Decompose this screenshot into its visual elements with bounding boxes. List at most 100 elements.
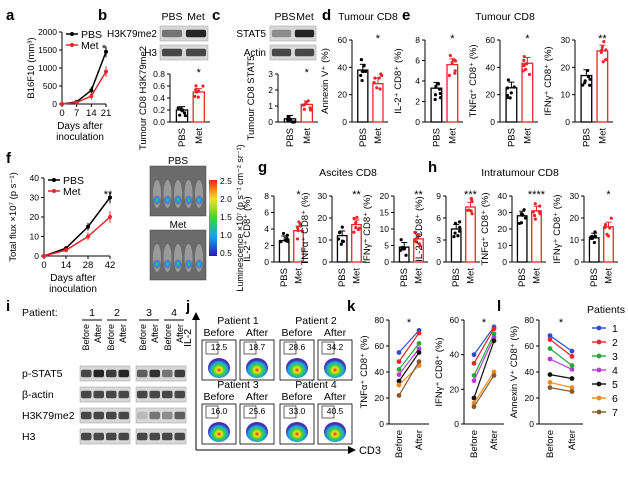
blot-column-label: Met [187, 11, 205, 23]
patient-label: Patient: [22, 307, 58, 319]
pair-line [549, 374, 573, 380]
blot-h3-band [161, 48, 183, 57]
blot-row-a-band [81, 411, 92, 420]
y-axis-label: IL-2⁺ CD8⁺ (%) [242, 196, 253, 261]
panel-f-images: PBS Met 2.5 2.0 1.5 1.0 0.5 Luminescence ×10⁷ (… [149, 144, 245, 292]
flow-density [208, 422, 230, 442]
blot-row-b-band [137, 432, 148, 441]
data-point [592, 240, 596, 245]
pair-point-after [491, 334, 497, 340]
y-axis-label: TNFα⁺ CD8⁺ (%) [359, 335, 370, 408]
pair-point-before [471, 404, 477, 410]
flow-column-label: Before [282, 327, 313, 339]
data-point [590, 234, 594, 239]
y-tick-label: 10 [318, 235, 328, 245]
data-point [456, 234, 460, 238]
blot-row-a-band [118, 369, 129, 378]
legend-label: Met [81, 40, 99, 52]
y-tick-label: 30 [318, 191, 328, 201]
x-tick-label: Met [373, 128, 384, 144]
pair-point-before [547, 337, 553, 342]
panel-l-legend: Patients 1 2 3 4 5 6 7 [587, 304, 625, 419]
data-point [196, 95, 200, 99]
x-tick-label: 7 [74, 108, 79, 119]
data-point [605, 232, 609, 237]
panel-b-bars: 0.0 0.2 0.4 0.6 0.8 PBS Met * Tumour CD8 H3K79me… [138, 46, 210, 150]
y-axis-label: IL-2⁺ CD8⁺ (%) [414, 196, 425, 261]
y-axis-label: IFNγ⁺ CD8⁺ (%) [543, 46, 554, 115]
blot-row-label: H3K79me2 [22, 410, 75, 422]
blot-row-a-background [79, 428, 131, 445]
pair-point-after [491, 331, 497, 337]
data-point [399, 238, 403, 242]
y-tick-label: 500 [43, 81, 57, 91]
data-point [522, 54, 526, 59]
y-tick-label: 4 [264, 224, 269, 234]
data-point [281, 231, 286, 236]
legend-label: Met [63, 186, 81, 198]
x-tick-label: PBS [431, 128, 442, 147]
legend-marker [596, 353, 602, 359]
data-point [285, 236, 289, 240]
data-point [437, 87, 442, 91]
panel-e-title: Tumour CD8 [475, 11, 535, 23]
x-tick-label: Met [351, 268, 362, 284]
y-tick-label: 9 [436, 191, 441, 201]
blot-column-label: After [118, 324, 128, 343]
y-axis-label: IL-2⁺ CD8⁺ (%) [393, 48, 404, 113]
data-point [298, 221, 302, 226]
blot-row-a-band [93, 390, 104, 399]
x-tick-label: Met [413, 268, 424, 284]
pair-point-before [547, 385, 553, 390]
blot-row-label: β-actin [22, 389, 54, 401]
data-point [372, 80, 376, 85]
panel-h-sub-3: 0 10 20 30 PBS Met * IFNγ⁺ CD8⁺ (%) [552, 189, 618, 287]
blot-row-b-band [162, 411, 173, 420]
data-point [360, 78, 364, 83]
panel-g-sub-3: 0 5 10 15 20 PBS Met ** IFNγ⁺ CD8⁺ (%) [362, 189, 428, 287]
y-tick-label: 0 [529, 419, 534, 429]
data-point [509, 91, 513, 95]
data-point [453, 69, 457, 73]
panel-label-a: a [6, 7, 15, 24]
data-point [340, 225, 344, 229]
blot-h3k79me2-band [161, 29, 183, 38]
pair-point-before [547, 333, 553, 338]
panel-label-g: g [258, 159, 267, 176]
tumor-signal [163, 259, 172, 269]
blot-row-label: p-STAT5 [22, 368, 63, 380]
patient-number: 3 [146, 307, 152, 319]
bar-pbs [278, 239, 290, 263]
data-point [458, 225, 462, 229]
x-tick-label: After [489, 430, 500, 450]
colorbar-tick: 0.5 [220, 248, 232, 258]
pair-line [398, 352, 420, 382]
pair-line [549, 335, 573, 352]
y-tick-label: 8 [415, 35, 420, 45]
significance-mark: ** [414, 189, 423, 201]
blot-row-b-band [174, 411, 185, 420]
y-tick-label: 30 [498, 208, 508, 218]
legend-marker [70, 43, 74, 47]
data-point [508, 96, 512, 100]
flow-gate [283, 341, 297, 355]
flow-column-label: After [246, 391, 269, 403]
data-point [450, 60, 454, 65]
y-tick-label: 40 [30, 173, 40, 183]
colorbar-tick: 1.0 [220, 230, 232, 240]
data-point [201, 84, 205, 88]
y-tick-label: 5 [384, 241, 389, 251]
blot-actin-band [271, 48, 292, 57]
x-tick-label: PBS [451, 268, 462, 287]
x-tick-label: PBS [177, 128, 188, 147]
data-point [521, 69, 525, 73]
bar-met [351, 223, 362, 263]
data-point [447, 73, 452, 78]
blot-row-b-band [174, 369, 185, 378]
data-point [505, 95, 509, 100]
data-point [586, 75, 591, 79]
data-point [452, 235, 456, 239]
blot-h3k79me2-band [185, 29, 207, 38]
pair-line [549, 381, 573, 389]
data-point [377, 76, 381, 80]
